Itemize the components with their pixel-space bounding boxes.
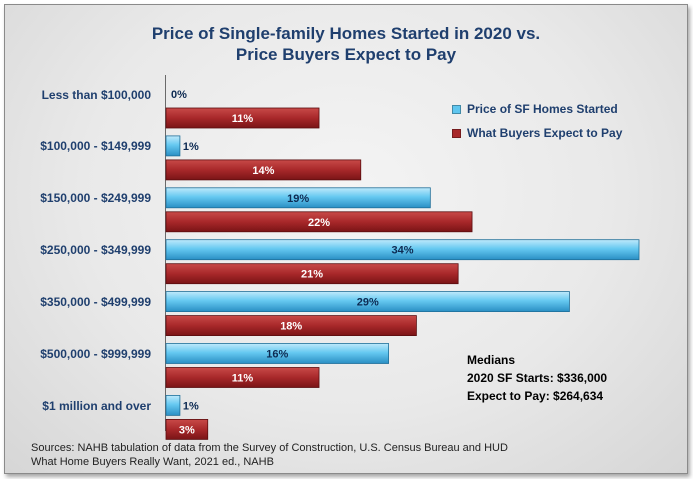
bar-started	[165, 187, 431, 209]
source-line1: Sources: NAHB tabulation of data from th…	[31, 442, 508, 454]
category-label: $350,000 - $499,999	[40, 295, 151, 309]
data-label-started: 19%	[287, 193, 309, 205]
medians-starts: 2020 SF Starts: $336,000	[467, 371, 608, 385]
bar-plot: 0% 11% 1% 14% 19% 22% 34% 21% 29% 18% 16% 11% 1% 3%	[165, 89, 640, 440]
bar-started	[165, 135, 181, 157]
category-label: $100,000 - $149,999	[40, 139, 151, 153]
medians-note: Medians 2020 SF Starts: $336,000 Expect …	[467, 351, 607, 405]
data-label-expect: 3%	[179, 424, 195, 436]
data-label-started: 1%	[183, 141, 199, 153]
bar-expect	[165, 159, 362, 181]
bar-expect	[165, 263, 459, 285]
bar-expect	[165, 418, 209, 440]
bar-expect	[165, 211, 473, 233]
medians-expect: Expect to Pay: $264,634	[467, 389, 604, 403]
medians-heading: Medians	[467, 353, 516, 367]
data-label-expect: 18%	[280, 321, 302, 333]
data-label-started: 34%	[391, 245, 413, 257]
bar-expect	[165, 107, 320, 129]
bar-expect	[165, 367, 320, 388]
source-note: Sources: NAHB tabulation of data from th…	[31, 441, 508, 469]
category-label: $500,000 - $999,999	[40, 347, 151, 361]
legend-label-started: Price of SF Homes Started	[467, 102, 618, 116]
bar-started	[165, 291, 570, 313]
category-label: $150,000 - $249,999	[40, 191, 151, 205]
chart-title-line1: Price of Single-family Homes Started in …	[151, 24, 541, 43]
chart-title-line2: Price Buyers Expect to Pay	[235, 45, 457, 64]
data-label-started: 0%	[171, 89, 187, 101]
data-label-started: 1%	[183, 400, 199, 412]
category-label: Less than $100,000	[41, 88, 151, 102]
category-axis-line	[165, 75, 166, 431]
bar-started	[165, 394, 181, 416]
data-label-expect: 22%	[308, 217, 330, 229]
data-label-started: 29%	[357, 297, 379, 309]
data-label-expect: 11%	[232, 373, 254, 385]
legend-item-expect: What Buyers Expect to Pay	[452, 121, 622, 145]
data-label-expect: 11%	[232, 113, 254, 125]
source-line2: What Home Buyers Really Want, 2021 ed., …	[31, 456, 274, 468]
data-label-expect: 14%	[252, 165, 274, 177]
legend-item-started: Price of SF Homes Started	[452, 97, 622, 121]
bar-expect	[165, 315, 417, 337]
chart-frame: Price of Single-family Homes Started in …	[4, 4, 688, 474]
bar-started	[165, 239, 640, 261]
bar-started	[165, 343, 389, 364]
category-label: $1 million and over	[42, 399, 151, 413]
legend-label-expect: What Buyers Expect to Pay	[467, 126, 623, 140]
data-label-started: 16%	[266, 349, 288, 361]
legend: Price of SF Homes Started What Buyers Ex…	[452, 97, 622, 145]
legend-swatch-started	[452, 104, 461, 114]
legend-swatch-expect	[452, 128, 461, 138]
category-label: $250,000 - $349,999	[40, 243, 151, 257]
data-label-expect: 21%	[301, 269, 323, 281]
